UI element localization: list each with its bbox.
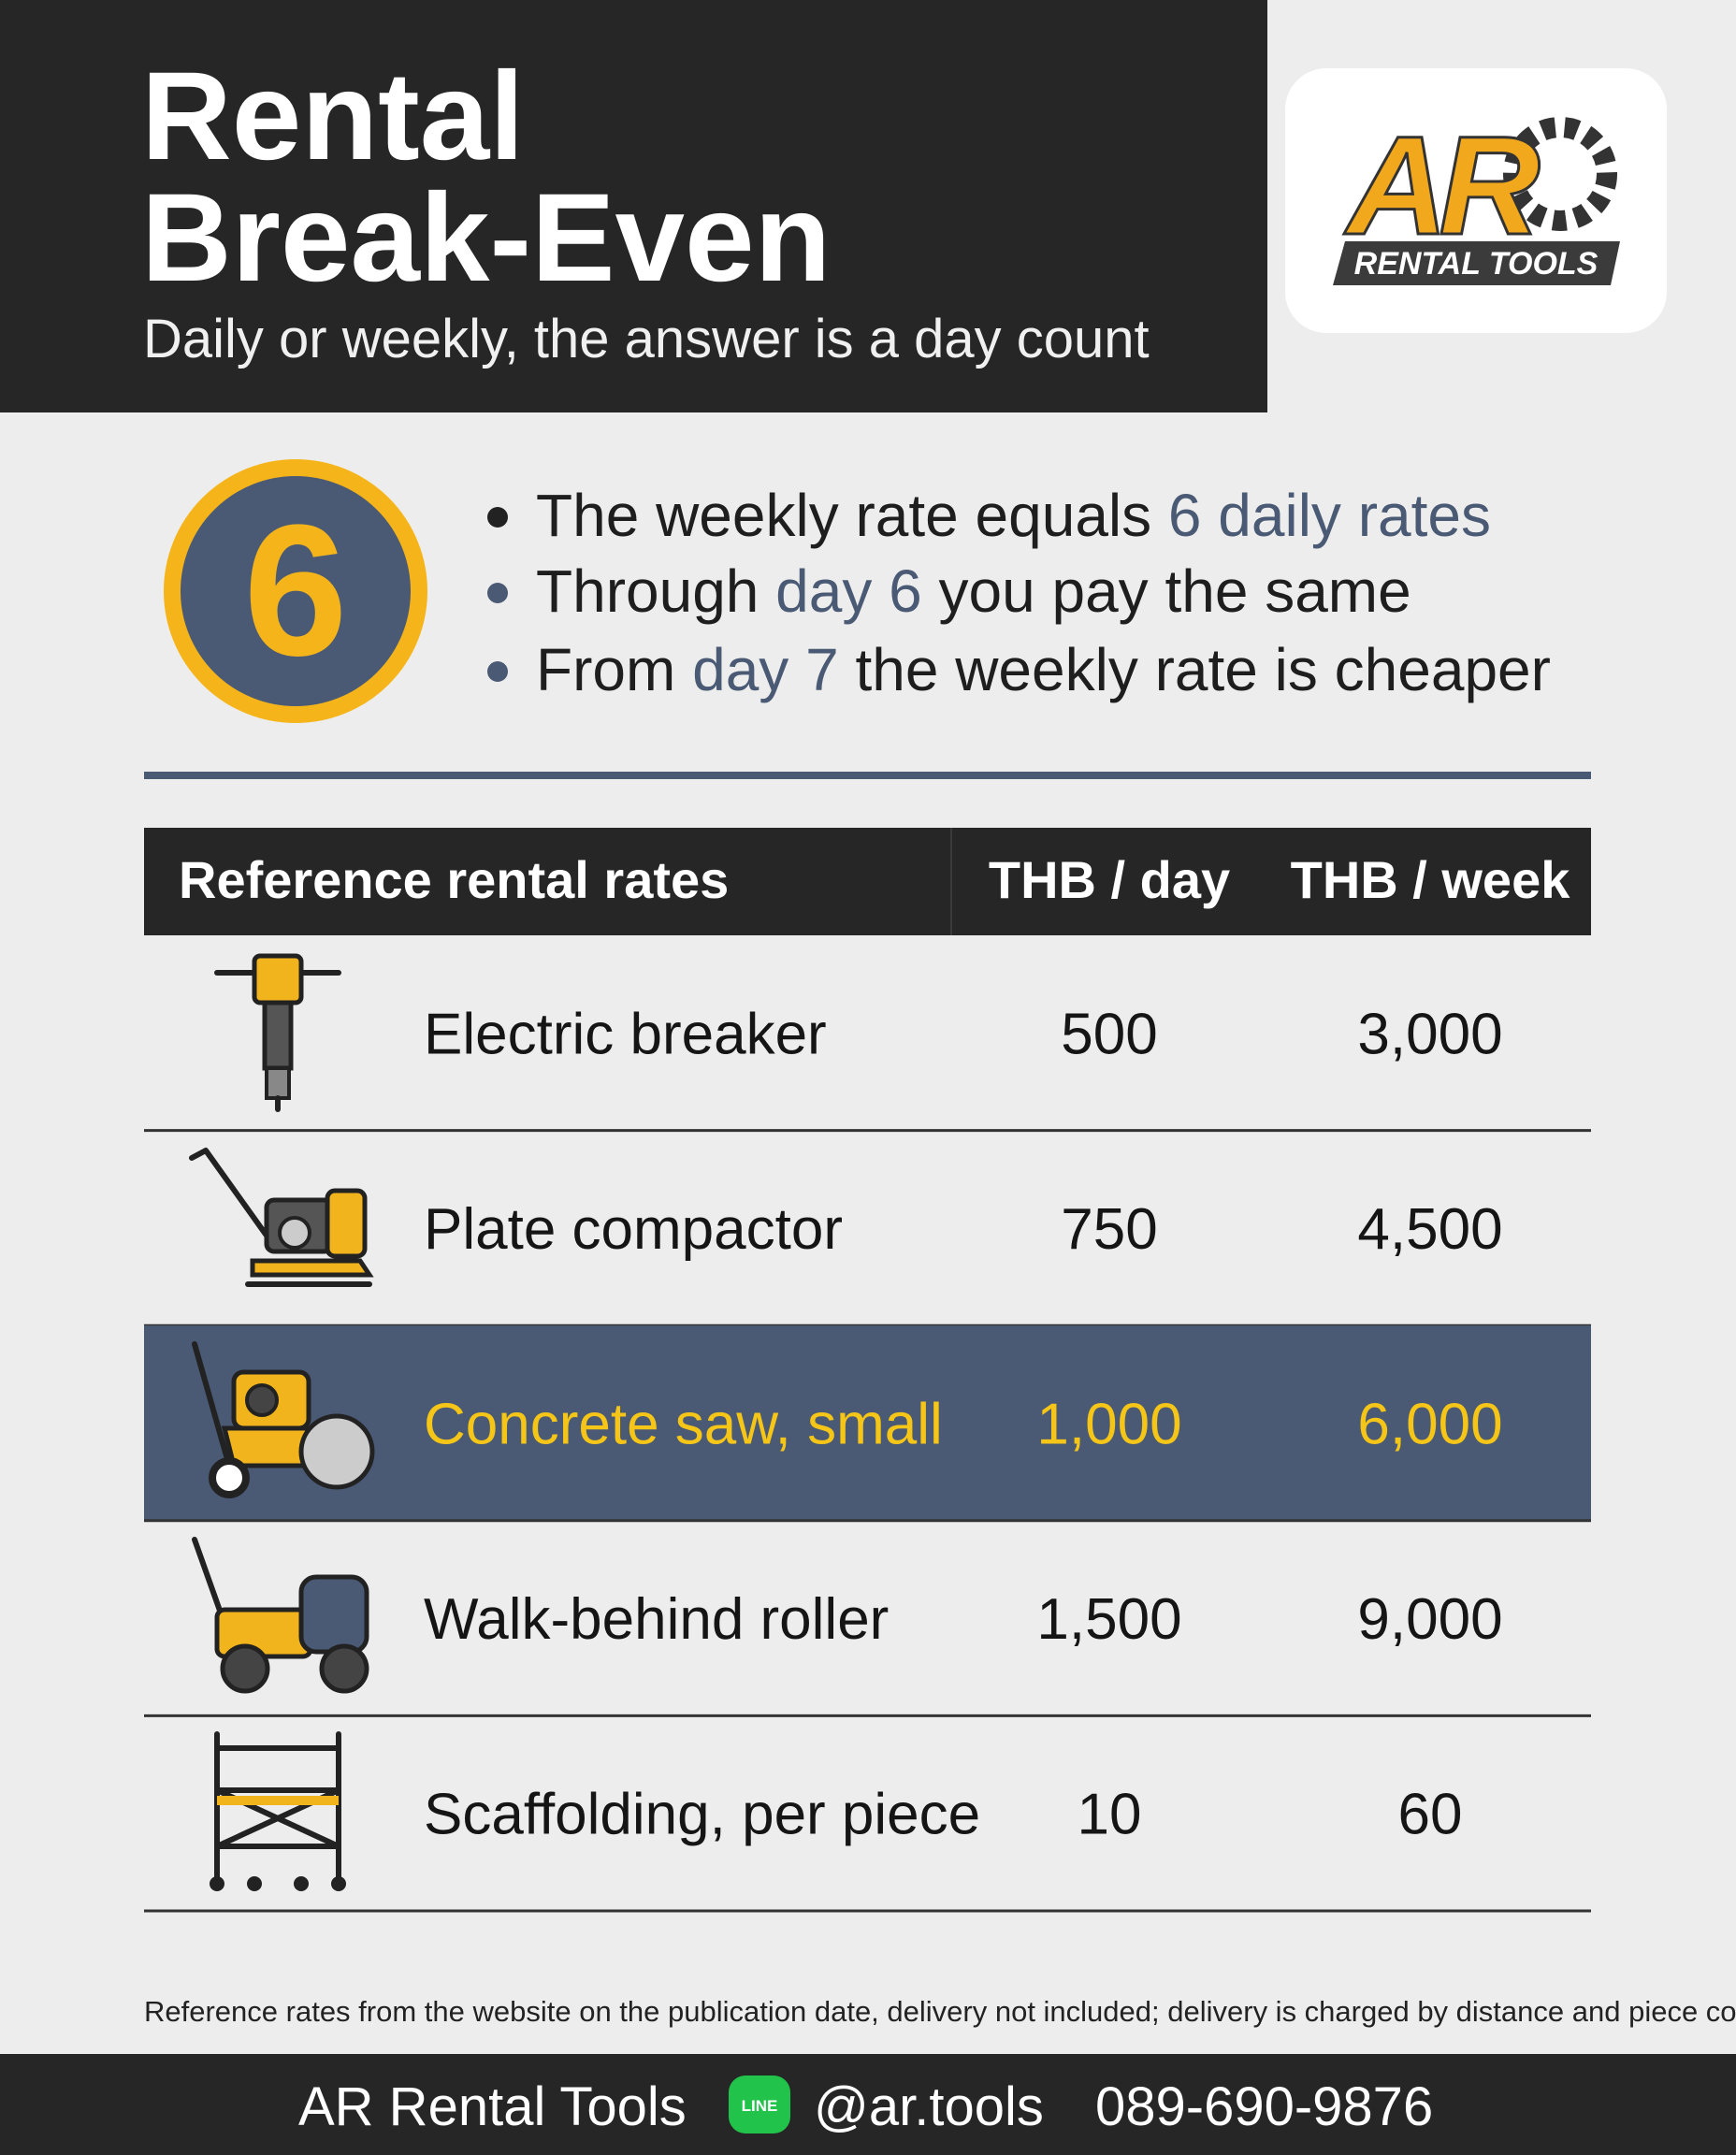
icon-saw [192,1341,375,1498]
row-week: 9,000 [1357,1587,1502,1652]
row-day: 750 [1061,1197,1157,1262]
row-name: Plate compactor [424,1197,843,1262]
row-name: Scaffolding, per piece [424,1783,980,1847]
bullet-dot [487,507,508,528]
table-header-cell: THB / week [1291,850,1571,909]
row-week: 60 [1398,1783,1463,1847]
badge-number: 6 [243,486,347,695]
divider [144,772,1591,779]
bullet-dot [487,661,508,682]
logo: AR RENTAL TOOLS [1285,68,1667,333]
bullet-dot [487,583,508,603]
row-day: 1,000 [1036,1393,1181,1457]
logo-banner [1333,241,1620,285]
bullet: From day 7 the weekly rate is cheaper [536,636,1551,703]
line-icon [729,2075,790,2133]
bullet: Through day 6 you pay the same [536,557,1411,625]
bullet-list: The weekly rate equals 6 daily rates Thro… [487,482,1551,703]
footnote: Reference rates from the website on the … [144,1995,1736,2028]
icon-roller [192,1537,369,1694]
badge [164,459,427,723]
row-week: 4,500 [1357,1197,1502,1262]
row-week: 3,000 [1357,1002,1502,1066]
bullet-text: The weekly rate equals [536,482,1168,549]
footer-brand: AR Rental Tools [298,2076,687,2137]
row-name: Concrete saw, small [424,1393,943,1457]
bullet: The weekly rate equals 6 daily rates [536,482,1491,549]
icon-breaker [214,953,341,1112]
icons [189,953,375,1891]
bullet-accent: day 7 [692,636,839,703]
bullet-text: the weekly rate is cheaper [839,636,1551,703]
bullet-text: Through [536,557,775,625]
title-line: Rental [141,47,525,186]
icon-scaffold [210,1731,346,1891]
row-week: 6,000 [1357,1393,1502,1457]
table-header [144,828,1591,935]
table-body: Electric breaker 500 3,000 Plate compactor 7… [144,1002,1591,1913]
row-day: 500 [1061,1002,1157,1066]
table-header-cell: THB / day [989,850,1230,909]
table-header-cell: Reference rental rates [179,850,729,909]
logo-gear [1503,117,1617,231]
row-day: 1,500 [1036,1587,1181,1652]
footer-phone: 089-690-9876 [1095,2076,1433,2137]
logo-text: RENTAL TOOLS [1354,246,1599,282]
line-icon-label: LINE [742,2097,778,2115]
bullet-text: From [536,636,692,703]
bullet-text: you pay the same [922,557,1411,625]
header-panel [0,0,1267,412]
icon-compactor [189,1148,374,1287]
row-name: Walk-behind roller [424,1587,889,1652]
bullet-accent: 6 daily rates [1168,482,1491,549]
row-highlight [144,1325,1591,1521]
footer-bar [0,2054,1736,2155]
row-name: Electric breaker [424,1002,827,1066]
title-line: Break-Even [141,168,831,308]
subtitle: Daily or weekly, the answer is a day cou… [143,309,1150,369]
footer-handle: @ar.tools [814,2076,1044,2137]
bullet-accent: day 6 [775,557,922,625]
logo-mark: AR [1343,107,1540,264]
row-day: 10 [1078,1783,1142,1847]
